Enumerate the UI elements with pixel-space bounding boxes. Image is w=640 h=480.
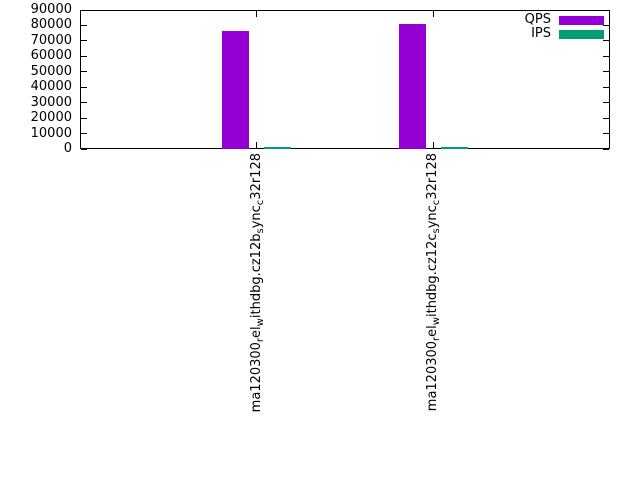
label-subscript: s [254,228,266,234]
plot-area [80,10,610,149]
x-tick-mark-bottom [432,142,434,148]
label-text: ync [248,205,264,229]
bar-qps-1 [398,23,426,149]
legend-label: IPS [531,26,551,41]
label-text: el [425,325,441,337]
label-subscript: r [431,336,443,341]
y-tick-label: 30000 [30,94,72,110]
y-tick-label: 90000 [30,2,72,17]
y-tick-mark-right [603,148,609,150]
y-tick-mark-left [81,71,87,73]
x-tick-mark-top [256,11,258,17]
y-tick-label: 80000 [30,17,72,33]
y-tick-mark-right [603,55,609,57]
y-tick-mark-left [81,86,87,88]
bar-ips-0 [264,146,292,149]
y-tick-mark-right [603,24,609,26]
y-tick-mark-left [81,117,87,119]
y-tick-mark-left [81,148,87,150]
legend-swatch-ips [559,29,604,39]
x-tick-label: ma120300relwithdbg.cz12bsyncc32r128 [248,153,266,453]
label-subscript: c [254,199,266,206]
y-tick-mark-left [81,24,87,26]
y-tick-mark-left [81,55,87,57]
bar-ips-1 [440,147,468,149]
x-tick-mark-bottom [256,142,258,148]
label-text: 32r128 [425,153,441,200]
label-subscript: c [431,199,443,206]
y-tick-mark-right [603,133,609,135]
y-tick-label: 40000 [30,79,72,95]
y-tick-mark-right [603,40,609,42]
label-text: el [248,326,264,338]
y-tick-label: 20000 [30,110,72,126]
label-text: ync [425,205,441,229]
y-tick-mark-left [81,40,87,42]
y-tick-mark-left [81,133,87,135]
y-tick-mark-right [603,71,609,73]
label-text: ithdbg.cz12b [248,233,264,319]
label-text: ma120300 [248,342,264,413]
legend-entry-ips: IPS [531,27,604,41]
x-tick-mark-top [432,11,434,17]
bar-qps-0 [222,30,250,149]
label-subscript: s [431,228,443,234]
y-tick-mark-left [81,9,87,11]
y-tick-mark-right [603,9,609,11]
label-text: 32r128 [248,153,264,200]
legend-entry-qps: QPS [525,13,604,27]
y-tick-mark-right [603,117,609,119]
y-tick-mark-right [603,102,609,104]
label-subscript: r [254,337,266,343]
label-subscript: w [254,318,266,327]
y-tick-label: 10000 [30,125,72,141]
label-text: ithdbg.cz12c [425,233,441,318]
y-tick-mark-right [603,86,609,88]
legend-swatch-qps [559,15,604,25]
y-tick-label: 60000 [30,48,72,64]
y-tick-label: 50000 [30,63,72,79]
y-tick-mark-left [81,102,87,104]
x-tick-label: ma120300relwithdbg.cz12csyncc32r128 [425,153,443,453]
label-subscript: w [431,317,443,326]
y-tick-label: 70000 [30,32,72,48]
label-text: ma120300 [425,340,441,412]
legend-label: QPS [524,12,551,27]
y-tick-label: 0 [63,141,72,156]
